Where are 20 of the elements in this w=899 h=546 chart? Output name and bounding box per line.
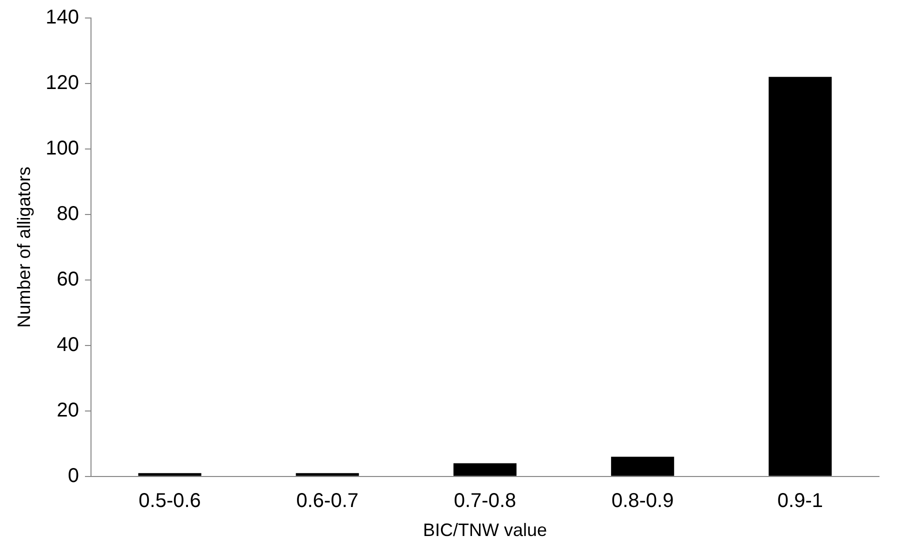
- x-tick-label: 0.5-0.6: [138, 490, 201, 512]
- y-tick-label: 60: [56, 268, 79, 290]
- bar: [138, 473, 202, 476]
- bar: [453, 463, 517, 476]
- y-tick-label: 140: [46, 6, 79, 29]
- x-axis-title: BIC/TNW value: [422, 520, 547, 540]
- y-tick-label: 20: [56, 399, 79, 422]
- y-tick-label: 100: [46, 137, 79, 160]
- y-tick-label: 80: [56, 202, 79, 225]
- y-tick-label: 0: [68, 464, 79, 487]
- bar: [768, 76, 832, 476]
- x-tick-label: 0.6-0.7: [296, 490, 359, 512]
- bar: [296, 473, 359, 476]
- y-tick-label: 120: [46, 72, 79, 94]
- y-tick-label: 40: [56, 334, 79, 356]
- y-axis-title: Number of alligators: [14, 166, 34, 328]
- bar: [611, 456, 674, 476]
- x-tick-label: 0.8-0.9: [611, 490, 674, 512]
- x-tick-label: 0.7-0.8: [454, 490, 516, 512]
- x-tick-label: 0.9-1: [777, 490, 823, 512]
